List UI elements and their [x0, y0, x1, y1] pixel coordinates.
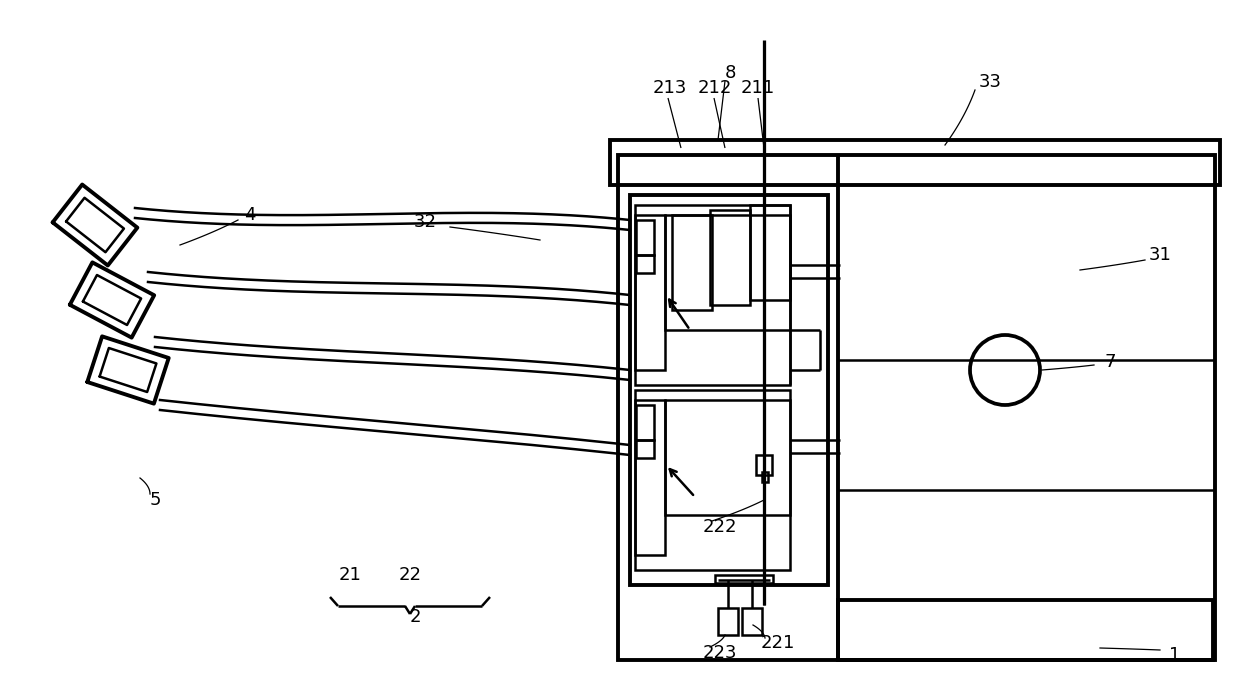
Bar — [636, 440, 654, 458]
Text: 1: 1 — [1170, 646, 1181, 664]
Bar — [636, 205, 790, 385]
Bar — [636, 390, 790, 570]
Bar — [618, 155, 1215, 660]
Bar — [672, 215, 712, 310]
Text: 2: 2 — [409, 608, 421, 626]
Bar — [717, 608, 738, 635]
Text: 211: 211 — [741, 79, 776, 97]
Bar — [636, 400, 665, 555]
Bar — [665, 400, 790, 515]
Text: 5: 5 — [149, 491, 161, 509]
Bar — [636, 255, 654, 273]
Text: 223: 223 — [703, 644, 737, 662]
Text: 221: 221 — [761, 634, 795, 652]
Bar — [742, 608, 762, 635]
Text: 31: 31 — [1149, 246, 1171, 264]
Bar — [665, 215, 790, 330]
Bar — [629, 195, 828, 585]
Bar — [750, 205, 790, 300]
Text: 212: 212 — [698, 79, 732, 97]
Bar — [636, 405, 654, 440]
Text: 7: 7 — [1104, 353, 1116, 371]
Text: 32: 32 — [414, 213, 436, 231]
Bar — [610, 140, 1220, 185]
Bar — [710, 210, 750, 305]
Text: 8: 8 — [725, 64, 736, 82]
Text: 213: 213 — [653, 79, 688, 97]
Bar — [756, 455, 772, 475]
Bar — [838, 600, 1213, 660]
Text: 22: 22 — [399, 566, 421, 584]
Text: 222: 222 — [703, 518, 737, 536]
Bar — [762, 472, 768, 482]
Text: 4: 4 — [244, 206, 255, 224]
Bar — [715, 575, 773, 583]
Bar — [636, 215, 665, 370]
Text: 33: 33 — [979, 73, 1001, 91]
Bar — [636, 220, 654, 255]
Text: 21: 21 — [338, 566, 362, 584]
